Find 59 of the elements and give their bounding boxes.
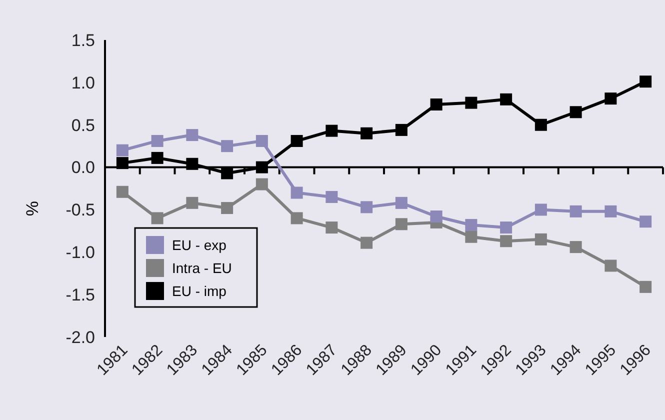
y-tick-label: -0.5 — [66, 200, 95, 220]
y-axis-title: % — [23, 200, 42, 216]
y-tick-label: -1.5 — [66, 286, 95, 305]
legend-label: EU - imp — [172, 282, 227, 299]
y-tick-label: -2.0 — [66, 328, 95, 347]
point — [500, 222, 512, 234]
point — [116, 157, 128, 170]
point — [604, 92, 617, 105]
legend-label: Intra - EU — [172, 260, 232, 276]
point — [640, 216, 652, 228]
point — [500, 93, 512, 106]
point — [256, 134, 268, 147]
point — [256, 161, 268, 174]
point — [570, 205, 582, 218]
point — [186, 129, 198, 142]
point — [534, 233, 547, 246]
point — [395, 124, 408, 136]
y-tick-label: 1.5 — [71, 30, 95, 50]
legend-label: EU - exp — [172, 236, 227, 253]
y-tick-label: 0.5 — [71, 116, 95, 135]
point — [326, 124, 338, 137]
point — [360, 236, 373, 249]
point — [256, 178, 268, 190]
point — [640, 76, 652, 88]
point — [395, 218, 408, 230]
point — [221, 140, 234, 152]
point — [534, 204, 547, 216]
point — [534, 118, 547, 131]
point — [640, 280, 652, 293]
point — [604, 260, 617, 272]
point — [360, 127, 373, 140]
point — [221, 202, 234, 214]
point — [360, 201, 373, 214]
point — [604, 205, 617, 218]
point — [570, 241, 582, 254]
point — [116, 186, 128, 198]
point — [500, 235, 512, 248]
point — [465, 96, 478, 109]
point — [290, 134, 303, 147]
point — [326, 222, 338, 234]
point — [430, 98, 442, 110]
point — [430, 210, 442, 223]
point — [151, 134, 164, 147]
y-tick-label: -1.0 — [66, 243, 95, 262]
y-tick-label: 0.0 — [71, 158, 95, 178]
point — [290, 186, 303, 199]
point — [151, 212, 164, 224]
point — [151, 152, 164, 164]
point — [186, 158, 198, 170]
point — [186, 196, 198, 209]
point — [395, 196, 408, 209]
point — [570, 106, 582, 118]
point — [465, 230, 478, 243]
y-tick-label: 1.0 — [71, 73, 95, 92]
point — [116, 144, 128, 156]
point — [290, 212, 303, 224]
point — [326, 190, 338, 203]
point — [465, 218, 478, 231]
point — [221, 167, 234, 180]
